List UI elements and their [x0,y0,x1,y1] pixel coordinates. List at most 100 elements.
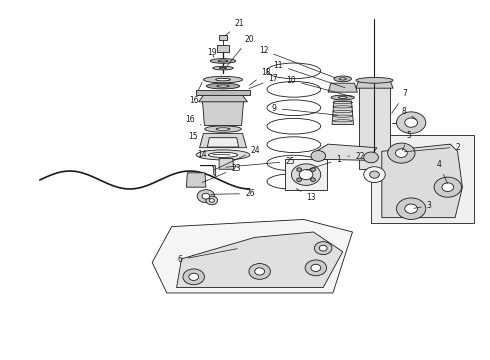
Ellipse shape [334,76,351,82]
Ellipse shape [210,59,236,63]
Ellipse shape [339,78,346,80]
Polygon shape [202,101,244,126]
Bar [371,135,474,223]
Circle shape [319,245,327,251]
Polygon shape [176,232,343,288]
Ellipse shape [267,174,321,189]
Circle shape [297,178,302,181]
Text: 18: 18 [249,68,271,85]
Polygon shape [219,158,234,169]
Circle shape [311,178,316,181]
Text: 12: 12 [259,46,335,78]
Ellipse shape [213,66,233,70]
Ellipse shape [267,155,321,171]
Polygon shape [332,101,353,125]
Circle shape [249,264,270,279]
Polygon shape [328,83,357,92]
Ellipse shape [208,152,238,157]
Polygon shape [199,134,246,148]
Text: 10: 10 [287,76,352,97]
Text: 3: 3 [414,201,432,210]
Polygon shape [207,138,239,147]
Text: 22: 22 [348,152,365,161]
Text: 2: 2 [404,143,460,152]
Circle shape [197,190,215,203]
Circle shape [396,198,426,220]
Polygon shape [186,173,206,187]
Polygon shape [314,144,377,160]
Text: 23: 23 [202,164,241,183]
Polygon shape [152,220,352,293]
Text: 13: 13 [296,189,316,202]
Circle shape [395,149,407,157]
Circle shape [305,260,327,276]
Text: 4: 4 [437,160,447,184]
Circle shape [396,112,426,134]
Ellipse shape [206,83,240,89]
Text: 17: 17 [249,75,278,89]
Text: 20: 20 [227,35,254,66]
Ellipse shape [338,96,347,98]
Text: 1: 1 [306,155,341,170]
Ellipse shape [203,76,243,83]
Bar [217,45,229,52]
Ellipse shape [356,77,393,83]
Polygon shape [356,80,393,88]
Text: 19: 19 [207,48,217,57]
Circle shape [388,143,415,163]
Text: 5: 5 [402,131,411,150]
Circle shape [183,269,204,285]
Circle shape [255,268,265,275]
Ellipse shape [267,118,321,134]
Circle shape [405,118,417,127]
Polygon shape [200,166,216,176]
Circle shape [206,196,218,205]
Ellipse shape [331,95,354,100]
Text: 16: 16 [185,114,201,125]
Text: 11: 11 [273,61,345,88]
Ellipse shape [216,78,230,81]
Ellipse shape [218,60,228,62]
Text: 6: 6 [177,249,237,264]
Ellipse shape [267,81,321,97]
Ellipse shape [267,63,321,79]
Text: 16: 16 [189,82,202,104]
Ellipse shape [205,126,242,132]
Text: 25: 25 [226,157,295,167]
Circle shape [189,273,198,280]
Circle shape [297,168,302,171]
Text: 24: 24 [214,146,261,170]
Circle shape [315,242,332,255]
Text: 8: 8 [402,107,416,119]
Ellipse shape [220,67,227,69]
Polygon shape [382,144,463,218]
Circle shape [434,177,462,197]
Polygon shape [359,87,390,169]
Circle shape [202,193,210,199]
Text: 21: 21 [225,19,244,36]
Circle shape [292,164,321,185]
Circle shape [299,170,313,180]
Circle shape [311,150,326,161]
Circle shape [369,171,379,178]
Text: 9: 9 [272,104,338,115]
Text: 26: 26 [211,189,255,198]
Ellipse shape [217,85,229,87]
Ellipse shape [216,128,230,130]
Bar [219,35,227,40]
Circle shape [442,183,454,192]
Text: 7: 7 [392,89,408,113]
Ellipse shape [267,137,321,153]
Circle shape [209,199,214,202]
Circle shape [364,152,378,163]
Polygon shape [198,94,247,102]
Circle shape [405,204,417,213]
Polygon shape [196,90,250,95]
Circle shape [311,168,316,171]
Circle shape [364,167,385,183]
Ellipse shape [196,150,250,160]
Bar [285,159,327,190]
Ellipse shape [267,100,321,116]
Text: 14: 14 [197,150,230,159]
Circle shape [311,264,321,271]
